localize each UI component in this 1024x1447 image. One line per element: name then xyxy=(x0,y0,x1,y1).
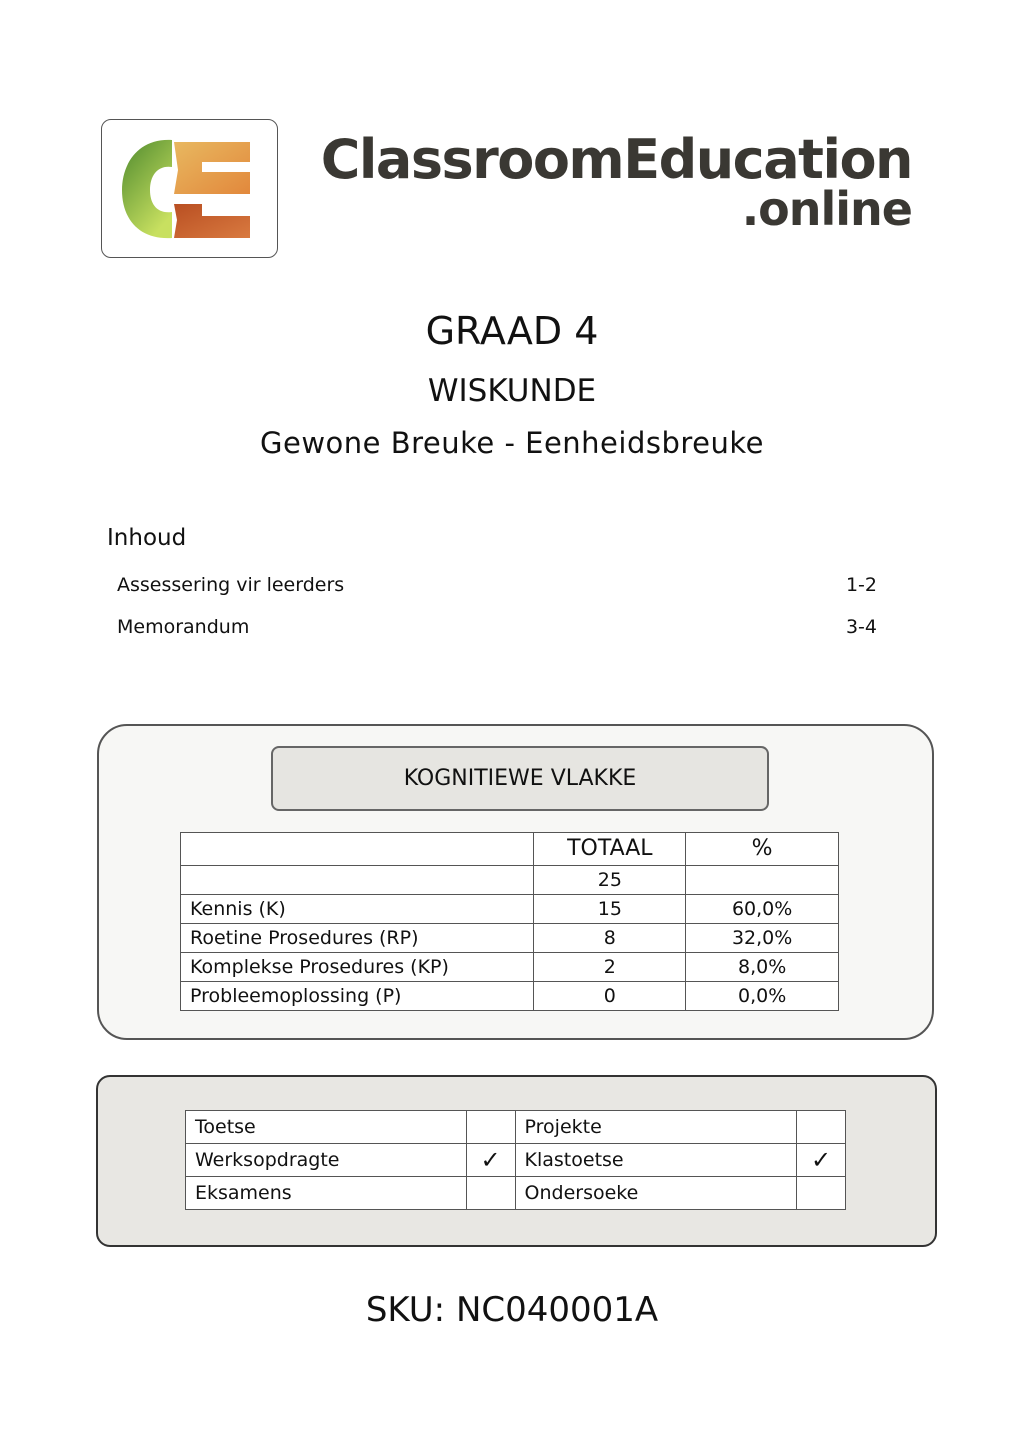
level-cell: Probleemoplossing (P) xyxy=(179,981,535,1011)
check-icon: ✓ xyxy=(796,1143,846,1177)
cognitive-levels-heading: KOGNITIEWE VLAKKE xyxy=(271,746,769,811)
brand-main: ClassroomEducation xyxy=(320,128,914,191)
toc-heading: Inhoud xyxy=(107,525,187,551)
count-cell: 15 xyxy=(533,894,687,924)
table-cell xyxy=(685,865,839,895)
percent-cell: 8,0% xyxy=(685,952,839,982)
percent-cell: 0,0% xyxy=(685,981,839,1011)
count-cell: 2 xyxy=(533,952,687,982)
toc-item: Assessering vir leerders 1-2 xyxy=(117,574,877,596)
table-row: Roetine Prosedures (RP) 8 32,0% xyxy=(179,923,839,953)
header-cell: TOTAAL xyxy=(533,832,687,866)
check-icon: ✓ xyxy=(465,1143,516,1177)
toc-item: Memorandum 3-4 xyxy=(117,616,877,638)
percent-cell: 60,0% xyxy=(685,894,839,924)
ce-logo-icon xyxy=(122,139,250,239)
toc-item-label: Assessering vir leerders xyxy=(117,574,345,596)
toc-item-pages: 3-4 xyxy=(845,616,877,638)
assessment-types-table: Toetse Projekte Werksopdragte ✓ Klastoetse ✓… xyxy=(185,1110,846,1210)
header-cell: % xyxy=(685,832,839,866)
toc-item-pages: 1-2 xyxy=(845,574,877,596)
brand-name: ClassroomEducation .online xyxy=(288,128,914,236)
table-row: Eksamens Ondersoeke xyxy=(185,1176,846,1210)
table-row: 25 xyxy=(179,865,839,895)
logo xyxy=(101,119,278,258)
type-cell: Ondersoeke xyxy=(514,1176,798,1210)
type-cell: Projekte xyxy=(514,1110,798,1144)
percent-cell: 32,0% xyxy=(685,923,839,953)
grade-title: GRAAD 4 xyxy=(425,309,599,353)
table-row: Werksopdragte ✓ Klastoetse ✓ xyxy=(185,1143,846,1177)
check-icon xyxy=(796,1176,846,1210)
table-row: Komplekse Prosedures (KP) 2 8,0% xyxy=(179,952,839,982)
type-cell: Werksopdragte xyxy=(185,1143,467,1177)
level-cell: Kennis (K) xyxy=(179,894,535,924)
table-row: Kennis (K) 15 60,0% xyxy=(179,894,839,924)
subject-title: WISKUNDE xyxy=(427,373,597,409)
topic-title: Gewone Breuke - Eenheidsbreuke xyxy=(260,426,764,460)
check-icon xyxy=(465,1110,516,1144)
check-icon xyxy=(465,1176,516,1210)
table-row: Toetse Projekte xyxy=(185,1110,846,1144)
count-cell: 8 xyxy=(533,923,687,953)
level-cell: Roetine Prosedures (RP) xyxy=(179,923,535,953)
count-cell: 0 xyxy=(533,981,687,1011)
level-cell: Komplekse Prosedures (KP) xyxy=(179,952,535,982)
table-header-row: TOTAAL % xyxy=(179,832,839,866)
check-icon xyxy=(796,1110,846,1144)
brand-sub: .online xyxy=(741,182,913,236)
type-cell: Eksamens xyxy=(185,1176,467,1210)
sku-code: SKU: NC040001A xyxy=(365,1290,659,1330)
table-row: Probleemoplossing (P) 0 0,0% xyxy=(179,981,839,1011)
type-cell: Toetse xyxy=(185,1110,467,1144)
toc-item-label: Memorandum xyxy=(117,616,250,638)
type-cell: Klastoetse xyxy=(514,1143,798,1177)
table-cell xyxy=(179,865,535,895)
total-cell: 25 xyxy=(533,865,687,895)
cognitive-levels-table: TOTAAL % 25 Kennis (K) 15 60,0% Roetine Pr… xyxy=(179,832,839,1011)
header-cell xyxy=(179,832,535,866)
